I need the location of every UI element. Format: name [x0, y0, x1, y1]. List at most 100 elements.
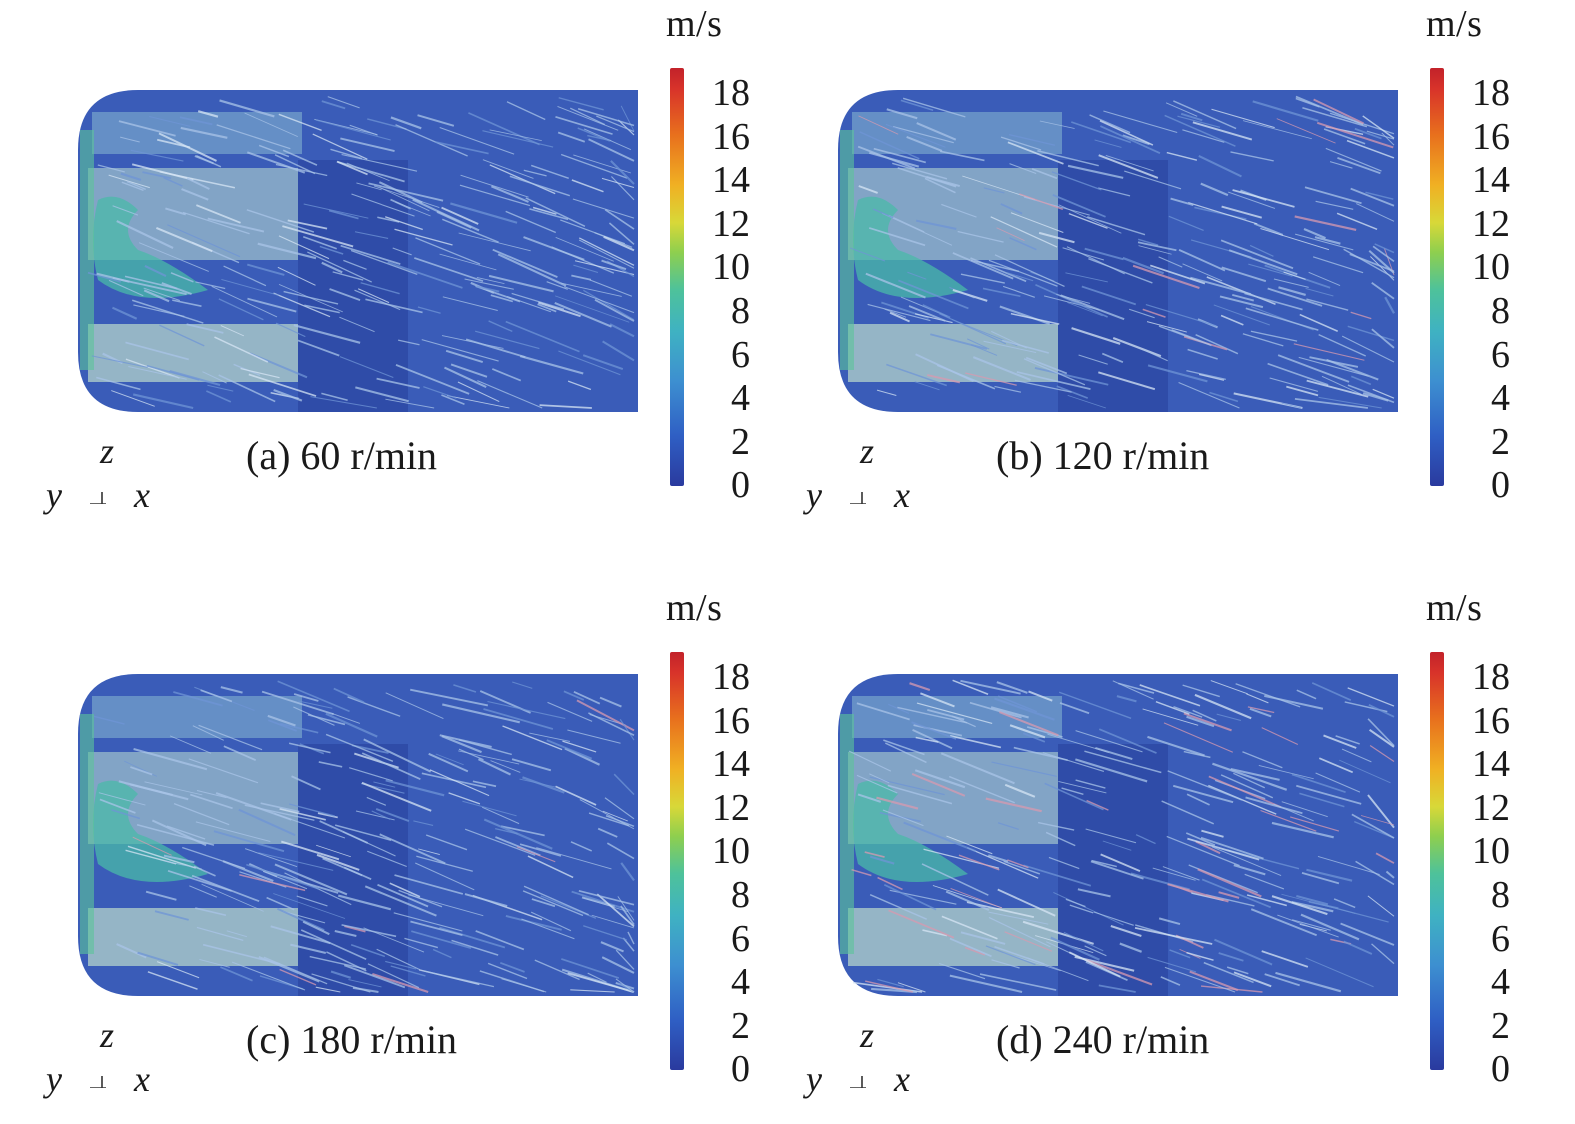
streamline: [1028, 690, 1053, 702]
streamline: [1075, 730, 1143, 753]
streamline: [488, 320, 513, 333]
streamline: [343, 259, 367, 270]
colorbar-tick: 10: [712, 830, 750, 873]
streamline: [529, 732, 571, 742]
colorbar-tick: 4: [731, 961, 750, 1004]
streamline: [441, 394, 465, 405]
axis-z-label: z: [100, 431, 115, 471]
streamline: [601, 177, 635, 188]
streamline: [476, 285, 500, 293]
streamline: [293, 693, 319, 702]
streamline: [979, 973, 1057, 991]
streamline: [1037, 821, 1075, 831]
axis-y-label: y: [46, 1059, 62, 1099]
streamline: [161, 282, 192, 295]
streamline: [983, 187, 1005, 194]
streamline: [1335, 735, 1360, 745]
streamline: [290, 943, 327, 954]
streamline: [1183, 750, 1211, 759]
streamline: [267, 714, 296, 727]
streamline: [144, 265, 167, 277]
streamline: [1242, 120, 1312, 140]
streamline: [490, 760, 521, 773]
colorbar-tick: 16: [712, 699, 750, 742]
streamline: [924, 177, 956, 194]
streamline: [930, 333, 988, 350]
streamline: [851, 868, 872, 877]
streamline: [133, 747, 208, 771]
axis-x-label: x: [134, 475, 150, 515]
streamline: [108, 174, 150, 189]
streamline: [346, 162, 390, 182]
streamline: [196, 204, 241, 224]
streamline: [164, 860, 202, 870]
streamline: [297, 339, 340, 357]
streamline: [1245, 796, 1303, 815]
streamline: [1056, 293, 1091, 304]
streamline: [278, 235, 330, 260]
streamline: [582, 354, 624, 371]
streamline: [558, 350, 621, 376]
streamline: [1198, 154, 1242, 178]
streamline: [297, 700, 333, 709]
streamline: [116, 220, 174, 249]
streamline: [602, 810, 628, 822]
streamline: [377, 883, 429, 908]
streamline: [911, 773, 966, 797]
streamline: [282, 225, 354, 248]
streamline: [999, 305, 1050, 325]
streamline: [238, 808, 296, 837]
streamline: [444, 366, 487, 388]
streamline: [1088, 257, 1153, 284]
streamline: [180, 126, 228, 139]
streamline: [967, 847, 1039, 879]
streamline: [196, 789, 227, 799]
streamline: [888, 214, 925, 233]
streamline: [1305, 957, 1374, 988]
streamline: [567, 972, 635, 993]
streamline: [165, 207, 187, 216]
streamline: [96, 272, 130, 283]
streamline: [1305, 287, 1334, 297]
streamline: [315, 986, 341, 993]
streamline: [169, 370, 221, 387]
streamline: [273, 388, 303, 402]
streamline: [1164, 966, 1236, 993]
streamline: [873, 147, 926, 164]
streamline: [1203, 961, 1254, 984]
streamline: [1098, 984, 1136, 993]
streamline: [1100, 853, 1141, 873]
streamline: [120, 136, 140, 143]
colorbar-tick: 2: [1491, 1004, 1510, 1047]
streamline: [156, 961, 200, 979]
streamline: [435, 753, 464, 766]
streamline: [266, 896, 295, 911]
streamline: [1110, 925, 1142, 937]
streamline: [1267, 287, 1323, 307]
streamline: [417, 306, 441, 314]
streamline: [220, 325, 245, 337]
streamline: [997, 822, 1019, 830]
streamline: [189, 885, 217, 898]
streamline: [561, 958, 620, 979]
streamline: [1248, 263, 1293, 277]
streamline: [922, 304, 951, 319]
streamline: [413, 820, 434, 826]
axis-origin-icon: [850, 492, 866, 504]
streamline: [1249, 707, 1272, 718]
streamline: [578, 237, 635, 266]
streamline: [1152, 867, 1196, 881]
streamline: [997, 695, 1038, 713]
streamline: [583, 925, 627, 941]
streamline: [1192, 121, 1253, 141]
streamline: [395, 201, 431, 217]
streamline: [487, 700, 566, 720]
streamline: [195, 281, 226, 290]
streamline: [615, 949, 635, 970]
streamline: [617, 119, 635, 136]
streamline: [1301, 871, 1340, 885]
streamline: [1213, 304, 1270, 326]
streamline: [1173, 706, 1203, 718]
streamline: [1372, 245, 1395, 263]
streamline: [912, 729, 953, 750]
